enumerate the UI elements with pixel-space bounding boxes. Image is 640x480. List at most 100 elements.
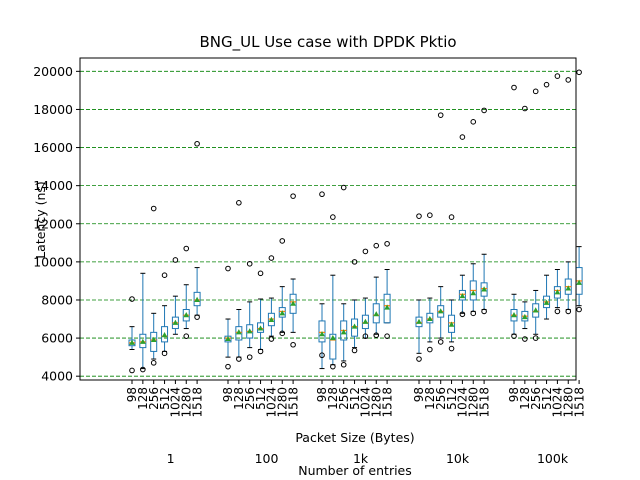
outlier-point <box>257 348 264 355</box>
box-10k-512 <box>448 214 456 352</box>
outlier-point <box>565 77 572 83</box>
outlier-point <box>437 112 444 118</box>
outlier-point <box>183 333 190 339</box>
outlier-point <box>554 73 561 79</box>
outlier-point <box>330 363 336 370</box>
y-tick-label: 6000 <box>41 331 73 346</box>
x-tick-label: 128 <box>423 387 437 410</box>
box-1-128 <box>139 272 147 373</box>
x-tick-label: 98 <box>315 387 329 402</box>
mean-marker <box>194 296 200 302</box>
outlier-point <box>319 191 325 198</box>
box-1k-1518 <box>383 240 391 339</box>
x-tick-label: 1280 <box>275 387 289 418</box>
mean-marker <box>373 311 380 317</box>
box-1k-256 <box>340 184 348 368</box>
mean-marker <box>416 318 422 324</box>
outlier-point <box>384 240 390 247</box>
x-tick-label: 512 <box>158 387 172 410</box>
x-tick-label: 98 <box>221 387 235 402</box>
box-100-1280 <box>278 238 286 337</box>
outlier-point <box>194 314 200 320</box>
box-100-128 <box>235 200 243 362</box>
outlier-point <box>448 214 455 220</box>
outlier-point <box>416 213 422 219</box>
outlier-point <box>362 248 369 255</box>
x-tick-label: 1518 <box>190 387 204 418</box>
box-100-1024 <box>267 255 275 342</box>
box-iqr <box>553 286 561 299</box>
mean-marker <box>319 331 325 337</box>
box-100-1518 <box>289 193 297 348</box>
box-1-512 <box>161 272 169 357</box>
box-10k-1280 <box>469 119 477 317</box>
outlier-point <box>236 356 242 362</box>
x-tick-label: 512 <box>348 387 362 410</box>
mean-marker <box>470 290 477 296</box>
outlier-point <box>459 134 466 140</box>
outlier-point <box>194 140 200 147</box>
box-10k-98 <box>415 213 423 362</box>
outlier-point <box>225 265 231 272</box>
x-tick-label: 98 <box>507 387 521 402</box>
x-tick-label: 1280 <box>369 387 383 418</box>
box-100k-1518 <box>575 69 583 313</box>
box-1-1024 <box>171 257 179 335</box>
mean-marker <box>340 329 347 335</box>
x-tick-label: 512 <box>254 387 268 410</box>
outlier-point <box>470 310 477 317</box>
y-tick-label: 12000 <box>33 216 73 231</box>
mean-marker <box>427 315 433 322</box>
box-100k-512 <box>543 81 551 320</box>
outlier-point <box>150 360 157 366</box>
outlier-point <box>373 242 380 249</box>
mean-marker <box>522 313 528 320</box>
x-tick-label: 256 <box>243 387 257 410</box>
box-10k-256 <box>437 112 445 345</box>
outlier-point <box>161 272 168 279</box>
box-iqr <box>426 312 434 324</box>
outlier-point <box>129 367 135 374</box>
box-iqr <box>458 289 466 301</box>
outlier-point <box>246 354 253 360</box>
box-10k-128 <box>426 212 434 353</box>
x-tick-label: 1518 <box>572 387 586 418</box>
outlier-point <box>532 335 539 341</box>
y-tick-label: 14000 <box>33 178 73 193</box>
x-tick-label: 512 <box>540 387 554 410</box>
mean-marker <box>532 307 539 313</box>
mean-marker <box>565 285 572 291</box>
outlier-point <box>279 330 286 337</box>
box-1k-98 <box>318 191 326 370</box>
box-1-1280 <box>182 245 190 339</box>
outlier-point <box>183 245 190 252</box>
box-10k-1518 <box>480 107 488 315</box>
box-iqr <box>532 303 540 318</box>
box-100-512 <box>257 270 265 355</box>
outlier-point <box>362 333 369 339</box>
plot-frame <box>79 57 577 381</box>
outlier-point <box>172 257 179 263</box>
box-iqr <box>480 282 488 297</box>
x-tick-label: 128 <box>136 387 150 410</box>
box-1-256 <box>150 205 158 366</box>
x-tick-label: 1280 <box>561 387 575 418</box>
outlier-point <box>565 308 572 315</box>
outlier-point <box>140 366 146 373</box>
outlier-point <box>351 259 358 265</box>
mean-marker <box>183 312 190 318</box>
outlier-point <box>543 81 550 88</box>
box-plots <box>128 69 583 374</box>
box-iqr <box>235 326 243 341</box>
x-tick-label: 98 <box>412 387 426 402</box>
box-100k-128 <box>521 105 529 342</box>
mean-marker <box>351 323 358 329</box>
box-100-98 <box>224 265 232 370</box>
y-tick-label: 16000 <box>33 140 73 155</box>
mean-marker <box>554 289 561 295</box>
mean-marker <box>437 308 444 314</box>
outlier-point <box>576 69 582 76</box>
box-iqr <box>278 307 286 318</box>
box-100-256 <box>246 260 254 360</box>
x-tick-label: 1024 <box>551 387 565 418</box>
